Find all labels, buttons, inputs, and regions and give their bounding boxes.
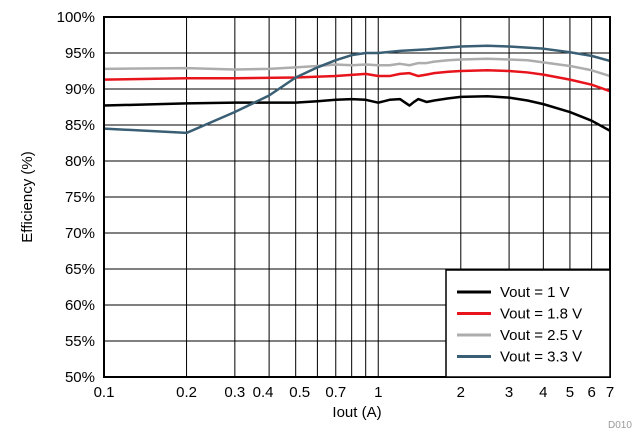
legend-box bbox=[445, 269, 611, 378]
x-tick-label: 6 bbox=[587, 384, 595, 401]
x-tick-label: 7 bbox=[606, 384, 614, 401]
x-axis-ticks: 0.1 0.2 0.3 0.4 0.5 0.7 1 2 3 4 5 6 7 bbox=[94, 384, 615, 401]
x-tick-label: 1 bbox=[374, 384, 382, 401]
y-tick-label: 70% bbox=[65, 225, 95, 242]
series-line-1 bbox=[103, 94, 611, 132]
x-tick-label: 0.5 bbox=[289, 384, 310, 401]
y-tick-label: 75% bbox=[65, 189, 95, 206]
y-axis-title: Efficiency (%) bbox=[19, 151, 36, 242]
series-line-2 bbox=[103, 69, 611, 93]
x-tick-label: 0.1 bbox=[94, 384, 115, 401]
x-tick-label: 3 bbox=[505, 384, 513, 401]
y-axis-ticks: 50% 55% 60% 65% 70% 75% 80% 85% 90% 95% 100% bbox=[57, 9, 95, 386]
x-tick-label: 0.3 bbox=[224, 384, 245, 401]
y-tick-label: 50% bbox=[65, 369, 95, 386]
x-tick-label: 5 bbox=[566, 384, 574, 401]
series-layer bbox=[103, 44, 611, 135]
figure-id-footnote: D010 bbox=[608, 420, 632, 430]
legend-label-4: Vout = 3.3 V bbox=[500, 349, 582, 366]
y-tick-label: 65% bbox=[65, 261, 95, 278]
y-tick-label: 90% bbox=[65, 81, 95, 98]
y-tick-label: 85% bbox=[65, 117, 95, 134]
x-tick-label: 0.2 bbox=[176, 384, 197, 401]
legend: Vout = 1 V Vout = 1.8 V Vout = 2.5 V Vout =… bbox=[445, 269, 611, 378]
y-tick-label: 100% bbox=[57, 9, 95, 26]
y-tick-label: 60% bbox=[65, 297, 95, 314]
y-tick-label: 55% bbox=[65, 333, 95, 350]
x-tick-label: 0.7 bbox=[325, 384, 346, 401]
legend-label-3: Vout = 2.5 V bbox=[500, 327, 582, 344]
series-line-4 bbox=[103, 44, 611, 135]
legend-label-1: Vout = 1 V bbox=[500, 284, 570, 301]
y-tick-label: 95% bbox=[65, 45, 95, 62]
x-tick-label: 2 bbox=[457, 384, 465, 401]
x-tick-label: 0.4 bbox=[253, 384, 274, 401]
plot-frame bbox=[103, 16, 611, 378]
series-line-3 bbox=[103, 57, 611, 78]
legend-label-2: Vout = 1.8 V bbox=[500, 306, 582, 323]
x-axis-title: Iout (A) bbox=[332, 404, 381, 421]
y-tick-label: 80% bbox=[65, 153, 95, 170]
x-tick-label: 4 bbox=[539, 384, 547, 401]
